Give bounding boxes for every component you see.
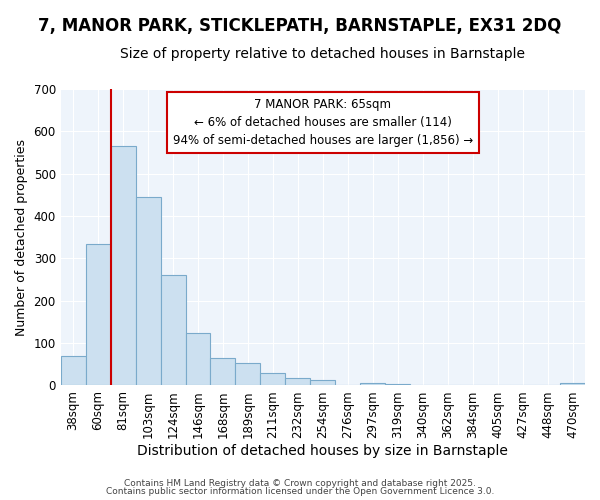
- Bar: [110, 146, 136, 386]
- Text: 7, MANOR PARK, STICKLEPATH, BARNSTAPLE, EX31 2DQ: 7, MANOR PARK, STICKLEPATH, BARNSTAPLE, …: [38, 18, 562, 36]
- Bar: [360, 384, 385, 386]
- Bar: [310, 380, 335, 386]
- Text: Contains public sector information licensed under the Open Government Licence 3.: Contains public sector information licen…: [106, 487, 494, 496]
- Bar: [235, 364, 260, 386]
- Title: Size of property relative to detached houses in Barnstaple: Size of property relative to detached ho…: [121, 48, 526, 62]
- Bar: [185, 332, 211, 386]
- Bar: [161, 276, 185, 386]
- Bar: [260, 373, 286, 386]
- Text: 7 MANOR PARK: 65sqm
← 6% of detached houses are smaller (114)
94% of semi-detach: 7 MANOR PARK: 65sqm ← 6% of detached hou…: [173, 98, 473, 147]
- Bar: [211, 358, 235, 386]
- Bar: [385, 384, 410, 386]
- Bar: [286, 378, 310, 386]
- X-axis label: Distribution of detached houses by size in Barnstaple: Distribution of detached houses by size …: [137, 444, 508, 458]
- Y-axis label: Number of detached properties: Number of detached properties: [15, 139, 28, 336]
- Bar: [136, 197, 161, 386]
- Bar: [86, 244, 110, 386]
- Bar: [560, 384, 585, 386]
- Bar: [61, 356, 86, 386]
- Text: Contains HM Land Registry data © Crown copyright and database right 2025.: Contains HM Land Registry data © Crown c…: [124, 478, 476, 488]
